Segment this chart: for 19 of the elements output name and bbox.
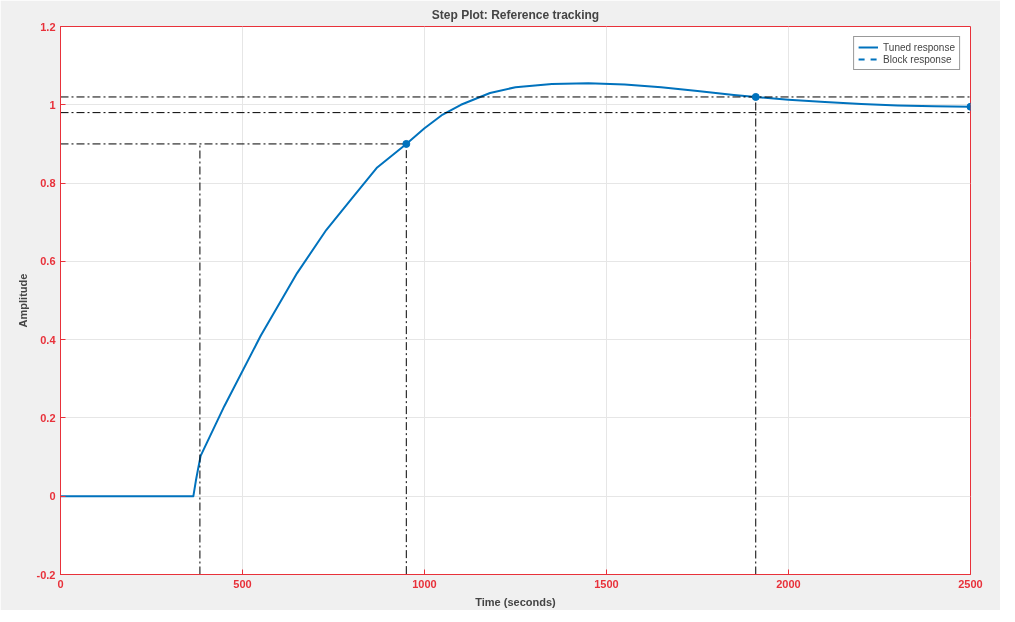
- x-tick-label: 500: [233, 577, 252, 590]
- x-tick-label: 1500: [594, 577, 619, 590]
- y-tick-label: 1.2: [40, 20, 56, 33]
- y-axis-title: Amplitude: [16, 273, 29, 328]
- y-tick-label: 0.4: [40, 333, 57, 346]
- legend-label: Tuned response: [883, 41, 955, 53]
- y-tick-label: 1: [49, 98, 56, 111]
- x-axis-title: Time (seconds): [475, 595, 557, 608]
- y-tick-label: -0.2: [36, 568, 56, 581]
- legend-label: Block response: [883, 53, 952, 65]
- y-tick-label: 0.8: [40, 177, 56, 190]
- chart-title: Step Plot: Reference tracking: [431, 7, 600, 22]
- x-tick-label: 2000: [776, 577, 801, 590]
- y-tick-label: 0: [49, 490, 56, 503]
- x-tick-label: 1000: [412, 577, 437, 590]
- x-tick-label: 2500: [958, 577, 983, 590]
- y-tick-label: 0.2: [40, 411, 56, 424]
- y-tick-label: 0.6: [40, 255, 56, 268]
- x-tick-label: 0: [57, 577, 64, 590]
